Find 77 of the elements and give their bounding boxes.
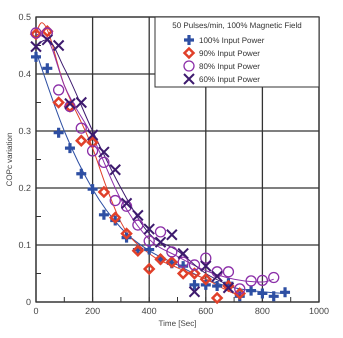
point [200, 273, 212, 285]
point [98, 186, 110, 198]
point [86, 145, 98, 157]
point [52, 126, 66, 140]
y-tick-label: 0 [26, 297, 31, 307]
x-tick-label: 1000 [308, 306, 330, 316]
point [41, 34, 54, 46]
point [154, 226, 166, 238]
point [200, 260, 212, 272]
point [74, 167, 88, 180]
point [86, 182, 100, 196]
point [211, 266, 223, 278]
y-tick-label: 0.2 [18, 183, 31, 193]
point [256, 286, 269, 300]
point [177, 268, 189, 280]
point [256, 274, 268, 286]
x-tick-label: 200 [85, 306, 100, 316]
point [278, 286, 292, 299]
point [110, 194, 121, 206]
point [52, 40, 65, 52]
point [109, 212, 121, 224]
legend-label: 60% Input Power [199, 75, 260, 84]
point [76, 134, 88, 146]
point [144, 235, 155, 247]
point [120, 197, 133, 210]
point [154, 236, 167, 248]
point [30, 40, 42, 53]
point [245, 275, 257, 287]
point [177, 248, 190, 260]
point [52, 84, 64, 96]
point [98, 146, 110, 158]
point [142, 242, 156, 256]
point [76, 122, 87, 134]
legend-title: 50 Pulses/min, 100% Magnetic Field [172, 21, 302, 30]
legend-label: 100% Input Power [199, 36, 265, 45]
point [63, 142, 77, 155]
legend-label: 80% Input Power [199, 62, 260, 71]
point [211, 292, 223, 304]
point [188, 286, 200, 298]
point [178, 256, 189, 268]
point [132, 209, 144, 222]
y-tick-label: 0.3 [18, 126, 31, 136]
point [98, 156, 110, 168]
x-axis-title: Time [Sec] [158, 319, 196, 328]
point [268, 272, 280, 284]
point [120, 200, 132, 212]
x-tick-label: 800 [254, 306, 270, 316]
point [86, 136, 98, 148]
point [97, 208, 111, 222]
y-tick-label: 0.1 [18, 240, 31, 250]
point [244, 284, 258, 298]
y-tick-label: 0.5 [18, 12, 31, 22]
point [132, 219, 144, 231]
point [188, 259, 200, 271]
x-tick-label: 400 [142, 306, 157, 316]
point [188, 278, 202, 292]
point [210, 279, 224, 293]
x-tick-label: 0 [33, 306, 39, 316]
y-tick-label: 0.4 [18, 69, 31, 79]
legend-label: 90% Input Power [199, 49, 260, 58]
point [109, 164, 122, 176]
point [234, 283, 246, 295]
point [40, 62, 54, 75]
x-tick-label: 600 [198, 306, 214, 316]
point [222, 266, 234, 278]
point [200, 252, 212, 264]
point [267, 290, 280, 303]
point [143, 263, 155, 275]
point [211, 270, 224, 282]
point [166, 246, 178, 258]
point [120, 228, 132, 240]
point [143, 223, 156, 236]
point [86, 128, 99, 141]
point [29, 50, 43, 64]
point [166, 228, 178, 241]
point [52, 96, 64, 108]
y-axis-title: COPc variation [5, 132, 14, 186]
